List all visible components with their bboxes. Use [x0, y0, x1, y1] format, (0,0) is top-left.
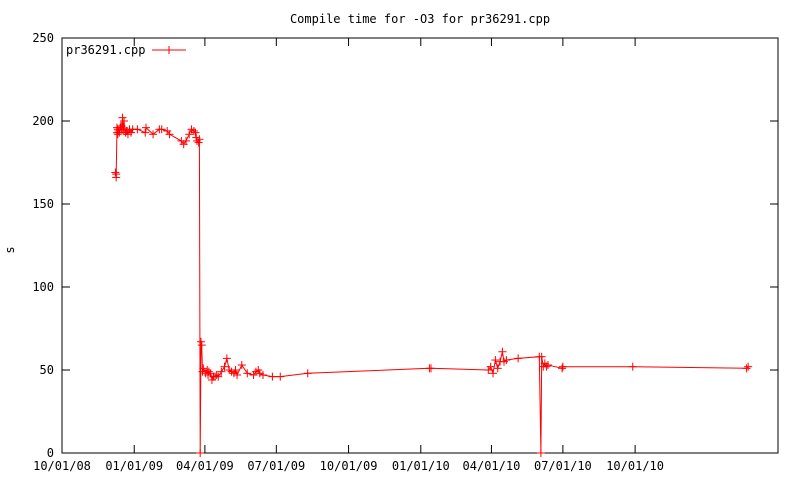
data-point: [231, 366, 240, 374]
y-tick: 250: [32, 31, 778, 45]
data-point: [493, 364, 502, 373]
data-point: [543, 361, 552, 370]
series-line: [114, 117, 749, 454]
data-point: [237, 361, 246, 370]
x-tick-label: 04/01/10: [463, 459, 521, 473]
x-tick: 01/01/10: [392, 38, 450, 473]
y-tick-label: 0: [47, 446, 54, 460]
data-point: [199, 364, 208, 373]
legend-label: pr36291.cpp: [66, 43, 145, 57]
data-point: [217, 367, 226, 376]
data-point: [182, 136, 191, 145]
data-point: [486, 362, 495, 371]
data-point: [212, 370, 221, 379]
data-point: [502, 356, 511, 365]
data-point: [191, 128, 200, 137]
plot-frame: [61, 37, 779, 454]
y-tick-label: 250: [32, 31, 54, 45]
data-point: [558, 362, 567, 371]
data-point: [426, 364, 435, 373]
data-point: [112, 170, 121, 179]
data-point: [558, 364, 567, 373]
data-point: [542, 362, 551, 371]
data-point: [254, 366, 263, 374]
data-point: [111, 168, 120, 177]
data-point: [514, 354, 523, 363]
data-point: [220, 362, 229, 371]
data-point: [536, 449, 545, 457]
data-point: [233, 370, 242, 379]
data-point: [196, 337, 205, 346]
x-tick: 10/01/10: [606, 38, 664, 473]
data-point: [498, 347, 507, 356]
x-tick-label: 07/01/10: [534, 459, 592, 473]
y-tick: 50: [40, 363, 778, 377]
x-tick: 04/01/10: [463, 38, 521, 473]
x-tick: 10/01/08: [33, 38, 91, 473]
chart-title: Compile time for -O3 for pr36291.cpp: [290, 12, 550, 26]
data-point: [268, 372, 277, 381]
data-point: [133, 125, 142, 134]
data-point: [214, 372, 223, 381]
series-layer: [111, 113, 753, 457]
data-point: [491, 356, 500, 365]
x-tick-label: 10/01/09: [320, 459, 378, 473]
y-tick: 150: [32, 197, 778, 211]
data-point: [744, 362, 753, 371]
legend: pr36291.cpp: [66, 43, 186, 57]
y-tick-label: 150: [32, 197, 54, 211]
data-point: [157, 125, 166, 134]
y-ticks: 0 50 100 150 200 250: [32, 31, 778, 460]
data-point: [489, 369, 498, 378]
data-point: [204, 367, 213, 376]
data-point: [742, 364, 751, 373]
data-point: [196, 449, 205, 457]
y-tick-label: 200: [32, 114, 54, 128]
data-point: [195, 135, 204, 144]
legend-swatch: [152, 46, 186, 54]
data-point: [141, 128, 150, 137]
data-point: [189, 126, 198, 135]
data-point: [628, 362, 637, 371]
y-tick-label: 50: [40, 363, 54, 377]
x-tick-label: 10/01/10: [606, 459, 664, 473]
y-tick: 100: [32, 280, 778, 294]
x-tick-label: 07/01/09: [247, 459, 305, 473]
x-tick: 07/01/10: [534, 38, 592, 473]
x-tick-label: 01/01/09: [105, 459, 163, 473]
y-tick-label: 100: [32, 280, 54, 294]
data-point: [276, 372, 285, 381]
y-tick: 0: [47, 446, 778, 460]
data-point: [185, 130, 194, 139]
data-point: [127, 128, 136, 137]
data-point: [149, 130, 158, 139]
x-tick: 10/01/09: [320, 38, 378, 473]
data-point: [222, 354, 231, 363]
x-ticks: 10/01/08 01/01/09 04/01/09 07/01/09 10/01/09…: [33, 38, 664, 473]
data-point: [194, 138, 203, 147]
x-tick-label: 10/01/08: [33, 459, 91, 473]
data-point: [116, 121, 125, 130]
data-point: [120, 117, 129, 125]
data-point: [118, 113, 127, 122]
x-tick: 04/01/09: [176, 38, 234, 473]
data-point: [243, 369, 252, 378]
data-point: [142, 123, 151, 132]
x-tick: 01/01/09: [105, 38, 163, 473]
data-point: [197, 341, 206, 350]
x-tick-label: 04/01/09: [176, 459, 234, 473]
data-point: [165, 130, 174, 139]
data-point: [537, 352, 546, 361]
x-tick-label: 01/01/10: [392, 459, 450, 473]
y-tick: 200: [32, 114, 778, 128]
y-axis-label: s: [3, 246, 17, 253]
data-point: [258, 370, 267, 379]
data-point: [303, 369, 312, 378]
x-tick: 07/01/09: [247, 38, 305, 473]
